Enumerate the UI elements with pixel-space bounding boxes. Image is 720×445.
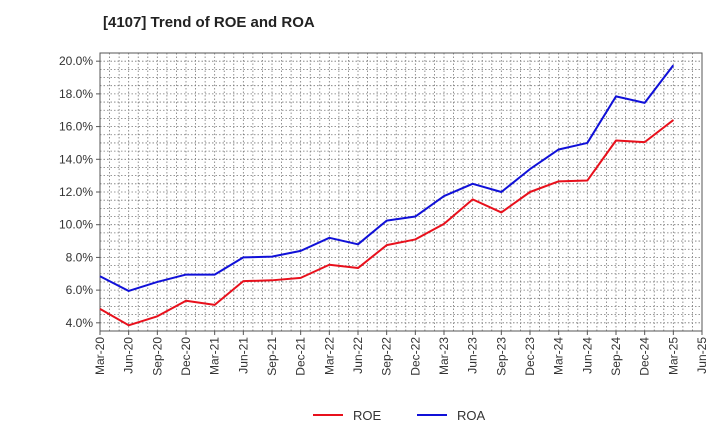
y-tick-label: 6.0% [66,283,94,297]
x-tick-label: Sep-23 [494,337,508,376]
grid [100,53,702,331]
y-tick-label: 14.0% [59,152,93,166]
x-tick-label: Jun-20 [122,337,136,374]
x-tick-label: Jun-23 [466,337,480,374]
series [99,64,675,327]
x-tick-label: Mar-21 [208,337,222,375]
x-tick-label: Sep-24 [609,337,623,376]
x-tick-label: Sep-21 [265,337,279,376]
y-tick-label: 18.0% [59,87,93,101]
x-tick-label: Jun-21 [236,337,250,374]
y-axis: 4.0% 6.0% 8.0% 10.0% 12.0% 14.0% 16.0% 18.0% 20.… [59,54,100,330]
x-tick-label: Jun-25 [695,337,709,374]
y-tick-label: 12.0% [59,185,93,199]
x-tick-label: Dec-23 [523,337,537,376]
x-tick-label: Dec-22 [408,337,422,376]
chart-title: [4107] Trend of ROE and ROA [103,14,315,31]
legend: ROE ROA [313,408,486,423]
x-tick-label: Jun-24 [580,337,594,374]
x-tick-label: Mar-22 [322,337,336,375]
plot-frame [99,52,703,332]
y-tick-label: 10.0% [59,218,93,232]
legend-label-roe: ROE [353,408,382,423]
x-tick-label: Mar-25 [666,337,680,375]
x-tick-label: Dec-20 [179,337,193,376]
y-tick-label: 16.0% [59,120,93,134]
legend-label-roa: ROA [457,408,486,423]
x-tick-label: Mar-20 [93,337,107,375]
y-tick-label: 4.0% [66,316,94,330]
series-line-roe [99,119,674,327]
x-tick-label: Dec-24 [638,337,652,376]
y-tick-label: 20.0% [59,54,93,68]
x-tick-label: Sep-20 [150,337,164,376]
x-tick-label: Mar-23 [437,337,451,375]
x-tick-label: Sep-22 [380,337,394,376]
x-tick-label: Mar-24 [552,337,566,375]
series-line-roa [99,64,675,292]
x-axis: Mar-20 Jun-20 Sep-20 Dec-20 Mar-21 Jun-21 Sep-… [93,331,709,376]
x-tick-label: Dec-21 [294,337,308,376]
y-tick-label: 8.0% [66,250,94,264]
x-tick-label: Jun-22 [351,337,365,374]
